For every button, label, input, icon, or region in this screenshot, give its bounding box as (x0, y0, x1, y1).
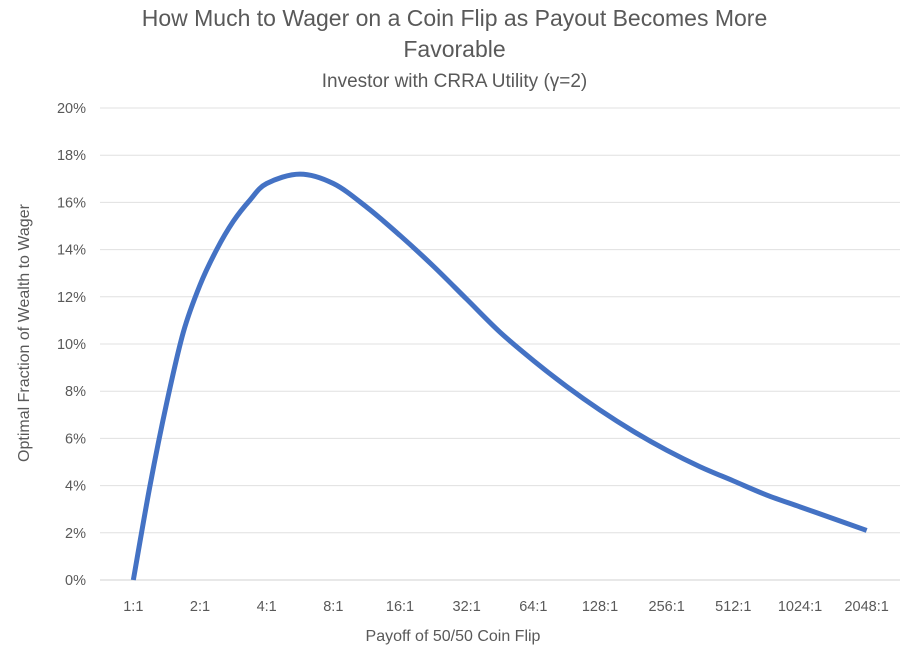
y-tick-label: 2% (65, 526, 86, 542)
y-tick-label: 6% (65, 431, 86, 447)
y-axis-title: Optimal Fraction of Wealth to Wager (16, 203, 33, 462)
y-tick-label: 4% (65, 479, 86, 495)
x-axis-title: Payoff of 50/50 Coin Flip (366, 628, 541, 645)
x-tick-label: 512:1 (715, 599, 751, 615)
x-tick-label: 1:1 (123, 599, 143, 615)
y-tick-label: 18% (57, 148, 86, 164)
y-tick-label: 14% (57, 243, 86, 259)
x-tick-label: 32:1 (453, 599, 481, 615)
x-axis-ticks: 1:1 2:1 4:1 8:1 16:1 32:1 64:1 128:1 256:1 512:1 1… (123, 599, 889, 615)
chart-title-line-1: How Much to Wager on a Coin Flip as Payo… (141, 5, 768, 31)
y-tick-label: 0% (65, 573, 86, 589)
y-tick-label: 12% (57, 290, 86, 306)
y-tick-label: 16% (57, 195, 86, 211)
x-tick-label: 16:1 (386, 599, 414, 615)
y-tick-label: 20% (57, 101, 86, 117)
series-line (130, 171, 868, 581)
gridlines (100, 107, 900, 581)
x-tick-label: 2:1 (190, 599, 210, 615)
x-tick-label: 64:1 (519, 599, 547, 615)
x-tick-label: 8:1 (323, 599, 343, 615)
y-tick-label: 8% (65, 384, 86, 400)
series-group (130, 171, 868, 581)
x-tick-label: 128:1 (582, 599, 618, 615)
x-tick-label: 1024:1 (778, 599, 822, 615)
x-tick-label: 256:1 (649, 599, 685, 615)
y-axis-ticks: 0% 2% 4% 6% 8% 10% 12% 14% 16% 18% 20% (57, 101, 86, 589)
x-tick-label: 4:1 (257, 599, 277, 615)
y-tick-label: 10% (57, 337, 86, 353)
x-tick-label: 2048:1 (844, 599, 888, 615)
chart-title-line-2: Favorable (403, 36, 506, 62)
chart-subtitle: Investor with CRRA Utility (γ=2) (321, 71, 588, 92)
